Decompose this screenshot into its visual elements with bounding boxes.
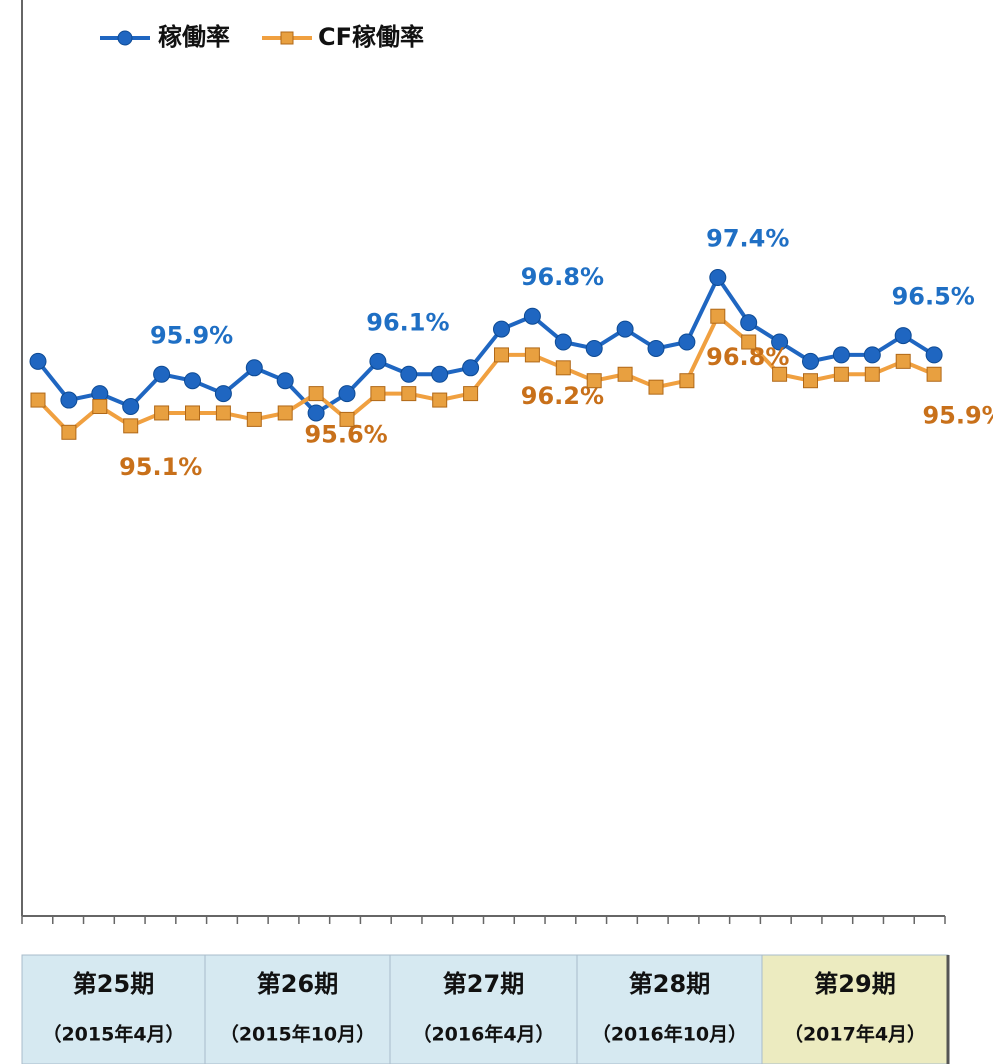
legend-marker	[280, 31, 294, 45]
point	[214, 385, 232, 403]
data-label: 96.5%	[892, 283, 975, 311]
point	[925, 346, 943, 364]
point	[524, 347, 540, 363]
point	[894, 327, 912, 345]
point	[432, 392, 448, 408]
point	[185, 405, 200, 421]
point	[771, 333, 789, 351]
point	[29, 352, 47, 370]
point	[863, 346, 881, 364]
legend-label: 稼働率	[158, 23, 230, 51]
data-label: 96.8%	[521, 263, 604, 291]
period-date: （2015年4月）	[42, 1023, 184, 1046]
point	[400, 365, 418, 383]
point	[463, 386, 479, 402]
point	[431, 365, 449, 383]
period-cell	[204, 954, 391, 1064]
point	[308, 386, 324, 402]
point	[215, 405, 231, 421]
point	[647, 339, 665, 357]
point	[803, 373, 818, 389]
point	[339, 411, 355, 427]
point	[277, 405, 293, 421]
point	[802, 352, 819, 370]
point	[895, 353, 911, 369]
point	[60, 391, 78, 409]
point	[523, 307, 541, 325]
point	[926, 366, 942, 382]
point	[741, 334, 757, 350]
point	[710, 308, 726, 324]
period-cell	[389, 954, 578, 1064]
period-date: （2016年4月）	[412, 1023, 554, 1046]
point	[61, 424, 77, 440]
period-cell	[761, 954, 949, 1064]
point	[494, 347, 509, 363]
period-name: 第25期	[73, 970, 154, 998]
point	[709, 269, 727, 287]
point	[772, 366, 788, 382]
point	[370, 386, 386, 402]
period-date: （2015年10月）	[220, 1023, 375, 1046]
point	[585, 339, 603, 357]
point	[122, 398, 140, 416]
period-name: 第29期	[814, 970, 895, 998]
period-name: 第27期	[443, 970, 524, 998]
point	[276, 372, 294, 390]
data-label: 95.1%	[119, 453, 202, 481]
point	[617, 366, 633, 382]
data-label: 96.1%	[366, 308, 449, 336]
legend-marker	[117, 30, 133, 46]
point	[462, 359, 480, 377]
point	[92, 399, 108, 415]
point	[154, 405, 170, 421]
point	[246, 411, 262, 427]
point	[740, 314, 758, 332]
point	[586, 373, 602, 389]
point	[554, 333, 572, 351]
point	[555, 360, 571, 376]
period-cell	[21, 954, 206, 1064]
point	[245, 359, 263, 377]
point	[30, 392, 46, 408]
point	[648, 379, 664, 395]
point	[832, 346, 850, 364]
point	[864, 366, 880, 382]
point	[493, 320, 510, 338]
period-name: 第26期	[257, 970, 338, 998]
point	[184, 372, 201, 390]
period-name: 第28期	[629, 970, 710, 998]
period-date: （2016年10月）	[592, 1023, 747, 1046]
data-label: 97.4%	[706, 225, 789, 253]
point	[833, 366, 849, 382]
period-date: （2017年4月）	[784, 1023, 926, 1046]
point	[401, 386, 417, 402]
point	[616, 320, 634, 338]
point	[369, 352, 387, 370]
legend-label: CF稼働率	[318, 23, 424, 51]
period-cell	[576, 954, 763, 1064]
point	[153, 365, 171, 383]
data-label: 95.9%	[150, 321, 233, 349]
point	[123, 418, 139, 434]
point	[678, 333, 696, 351]
data-label: 95.9%	[922, 401, 993, 429]
point	[307, 404, 325, 422]
point	[338, 385, 356, 403]
point	[679, 373, 695, 389]
